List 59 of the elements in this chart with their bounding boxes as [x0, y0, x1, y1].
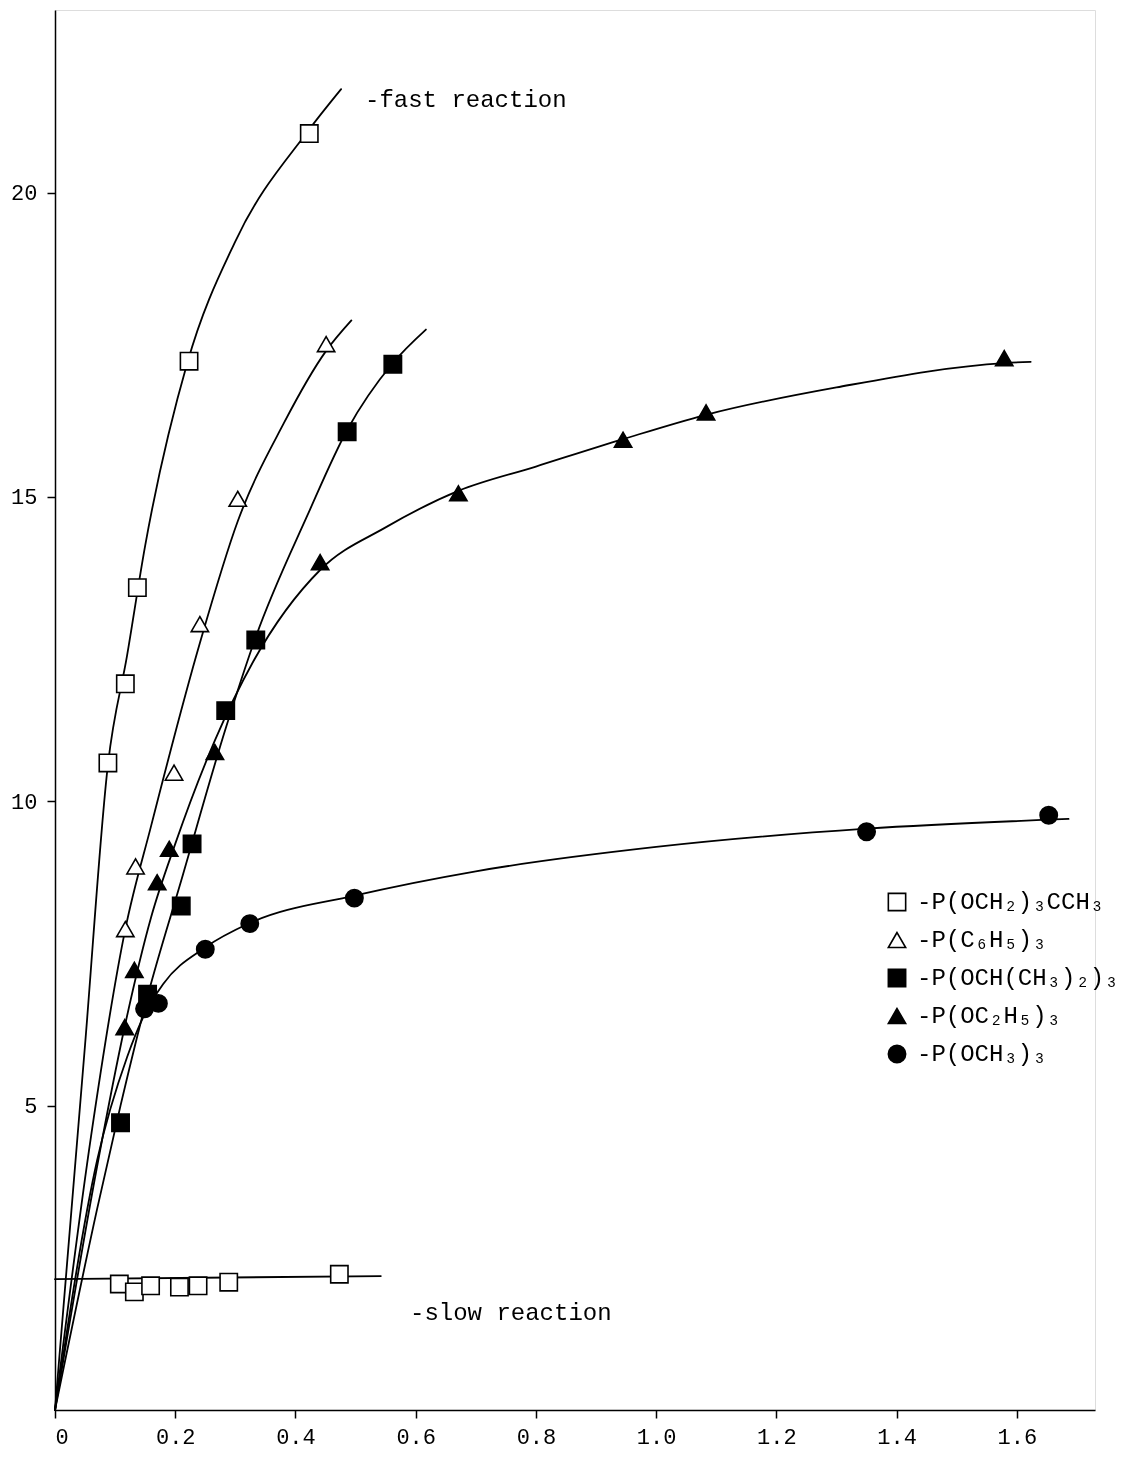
- point: [159, 840, 179, 858]
- annotation: -fast reaction: [365, 87, 567, 114]
- point: [383, 354, 403, 374]
- point: [299, 124, 319, 144]
- x-tick-label: 0.8: [516, 1425, 557, 1451]
- point: [310, 553, 330, 571]
- legend-label: -P(OCH₂)₃CCH₃: [917, 889, 1105, 916]
- legend-label: -P(OCH₃)₃: [917, 1041, 1047, 1068]
- x-tick-label: 0.2: [155, 1425, 196, 1451]
- point: [240, 914, 260, 934]
- x-tick-label: 1.0: [636, 1425, 677, 1451]
- y-tick-label: 20: [11, 182, 38, 208]
- x-tick-label: 1.4: [877, 1425, 917, 1451]
- point: [344, 888, 364, 908]
- point: [179, 351, 199, 371]
- point: [98, 753, 118, 773]
- point: [228, 490, 248, 508]
- point: [115, 920, 135, 938]
- point: [111, 1113, 130, 1133]
- point: [205, 743, 225, 761]
- point: [182, 834, 202, 854]
- x-tick-label: 1.2: [757, 1425, 797, 1451]
- point: [164, 764, 184, 781]
- point: [188, 1276, 208, 1296]
- point: [337, 422, 357, 442]
- point: [448, 485, 468, 502]
- point: [126, 858, 146, 875]
- annotation: -slow reaction: [410, 1300, 612, 1327]
- point: [171, 896, 191, 916]
- point: [115, 1018, 135, 1036]
- point: [124, 1282, 144, 1302]
- point: [246, 630, 266, 650]
- y-tick-label: 10: [11, 790, 38, 816]
- point: [169, 1277, 189, 1297]
- legend-label: -P(OC₂H₅)₃: [917, 1003, 1062, 1030]
- point: [195, 939, 215, 959]
- point: [316, 335, 336, 353]
- point: [696, 404, 716, 421]
- point: [613, 431, 633, 449]
- x-tick-label: 0: [55, 1425, 69, 1451]
- point: [994, 349, 1014, 367]
- y-tick-label: 15: [11, 486, 38, 512]
- legend-label: -P(OCH(CH₃)₂)₃: [917, 965, 1119, 992]
- point: [190, 615, 210, 633]
- point: [1039, 805, 1059, 825]
- point: [219, 1272, 239, 1292]
- point: [127, 578, 147, 598]
- point: [329, 1264, 349, 1284]
- x-tick-label: 0.6: [396, 1425, 436, 1451]
- point: [141, 1276, 161, 1296]
- point: [147, 873, 167, 891]
- y-tick-label: 5: [24, 1095, 38, 1121]
- legend-label: -P(C₆H₅)₃: [917, 927, 1047, 954]
- x-tick-label: 1.6: [997, 1425, 1038, 1451]
- x-tick-label: 0.4: [276, 1425, 316, 1451]
- point: [115, 674, 135, 694]
- point: [124, 961, 144, 979]
- point: [216, 701, 236, 721]
- point: [857, 822, 877, 842]
